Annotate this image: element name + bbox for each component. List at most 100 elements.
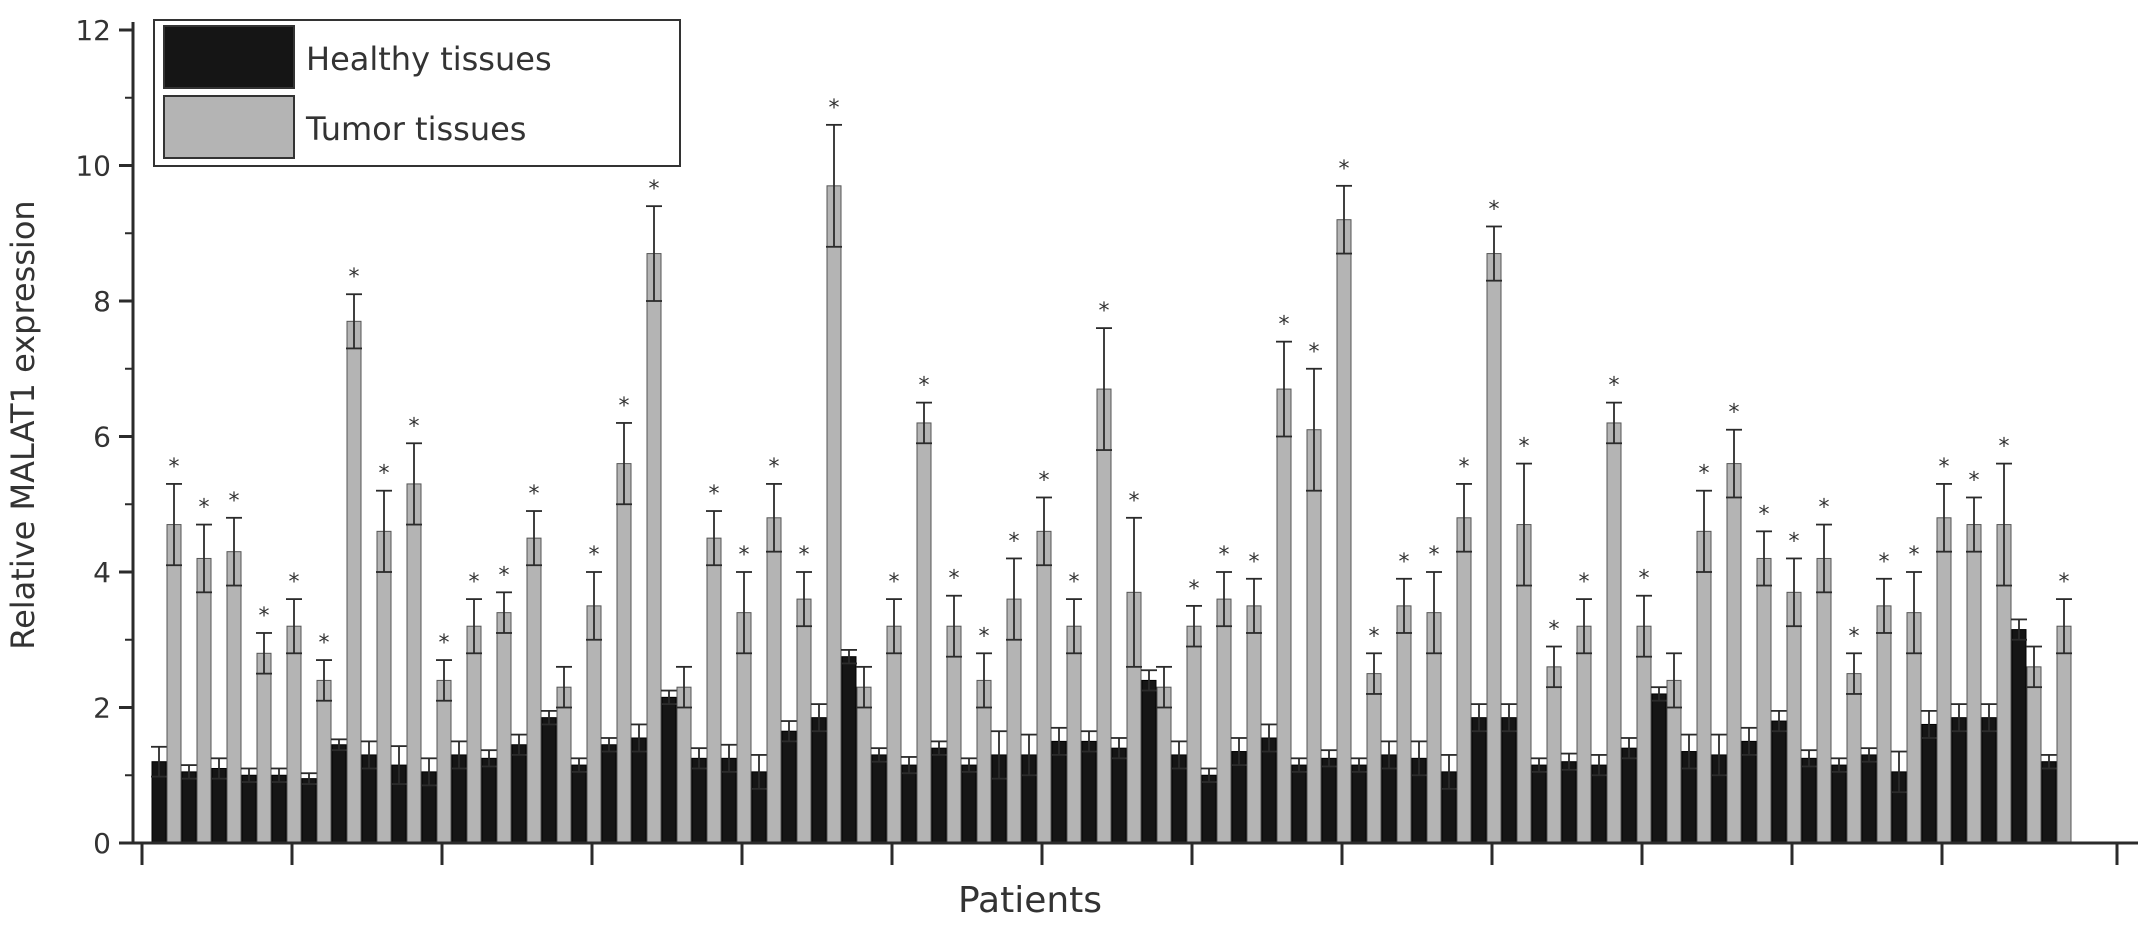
y-tick-label: 10 (75, 150, 111, 183)
significance-star: * (469, 570, 480, 595)
bar-tumor (826, 185, 842, 844)
bar-tumor (796, 598, 812, 844)
y-tick-label: 12 (75, 14, 111, 47)
significance-star: * (319, 631, 330, 656)
bar-healthy (781, 730, 797, 844)
significance-star: * (1759, 502, 1770, 527)
significance-star: * (919, 374, 930, 399)
bar-healthy (571, 764, 587, 844)
significance-star: * (1639, 567, 1650, 592)
significance-star: * (169, 455, 180, 480)
bar-tumor (886, 625, 902, 844)
bar-tumor (226, 551, 242, 844)
significance-star: * (379, 462, 390, 487)
bar-tumor (1756, 557, 1772, 844)
bar-healthy (1291, 764, 1307, 844)
bar-healthy (481, 757, 497, 844)
bar-healthy (1531, 764, 1547, 844)
bar-tumor (1336, 219, 1352, 844)
significance-star: * (1249, 550, 1260, 575)
bar-healthy (931, 747, 947, 844)
bar-tumor (1966, 524, 1982, 844)
significance-star: * (769, 455, 780, 480)
significance-star: * (1699, 462, 1710, 487)
bar-tumor (1936, 517, 1952, 844)
bar-healthy (271, 774, 287, 844)
significance-star: * (739, 543, 750, 568)
y-tick-label: 8 (93, 285, 111, 318)
bar-tumor (1486, 253, 1502, 844)
significance-star: * (1459, 455, 1470, 480)
significance-star: * (1129, 489, 1140, 514)
bar-healthy (1981, 717, 1997, 844)
significance-star: * (979, 624, 990, 649)
bar-healthy (1621, 747, 1637, 844)
bar-tumor (1846, 673, 1862, 844)
bar-tumor (1456, 517, 1472, 844)
y-tick-label: 6 (93, 421, 111, 454)
bar-healthy (1651, 693, 1667, 844)
bar-healthy (1951, 717, 1967, 844)
bar-tumor (526, 537, 542, 844)
significance-star: * (799, 543, 810, 568)
bar-tumor (1186, 625, 1202, 844)
bar-healthy (601, 744, 617, 844)
bar-tumor (1726, 463, 1742, 844)
bar-tumor (1156, 686, 1172, 844)
bar-healthy (1321, 757, 1337, 844)
bar-tumor (856, 686, 872, 844)
bar-tumor (166, 524, 182, 844)
bar-tumor (436, 679, 452, 844)
significance-star: * (949, 567, 960, 592)
bar-healthy (661, 696, 677, 844)
significance-star: * (229, 489, 240, 514)
significance-star: * (1999, 435, 2010, 460)
bar-tumor (1636, 625, 1652, 844)
significance-star: * (199, 496, 210, 521)
bar-healthy (1771, 720, 1787, 844)
bar-tumor (286, 625, 302, 844)
bar-tumor (2026, 666, 2042, 844)
bar-healthy (211, 767, 227, 844)
significance-star: * (649, 177, 660, 202)
bar-tumor (1036, 530, 1052, 844)
bar-healthy (2011, 629, 2027, 844)
significance-star: * (439, 631, 450, 656)
bar-healthy (1081, 740, 1097, 844)
bar-tumor (1606, 422, 1622, 844)
significance-star: * (1609, 374, 1620, 399)
bar-healthy (961, 764, 977, 844)
significance-star: * (1099, 299, 1110, 324)
bar-healthy (2041, 761, 2057, 844)
legend-label-tumor: Tumor tissues (305, 110, 526, 148)
bar-healthy (1111, 747, 1127, 844)
bar-tumor (556, 686, 572, 844)
significance-star: * (1879, 550, 1890, 575)
bar-healthy (1741, 740, 1757, 844)
bar-tumor (1786, 591, 1802, 844)
bar-tumor (1276, 388, 1292, 844)
bar-tumor (466, 625, 482, 844)
bar-tumor (1096, 388, 1112, 844)
y-tick-label: 2 (93, 692, 111, 725)
significance-star: * (1789, 529, 1800, 554)
significance-star: * (1849, 624, 1860, 649)
significance-star: * (1969, 468, 1980, 493)
bar-healthy (1201, 774, 1217, 844)
bar-tumor (706, 537, 722, 844)
bar-tumor (1246, 605, 1262, 844)
y-tick-label: 4 (93, 556, 111, 589)
bar-healthy (301, 778, 317, 844)
bar-healthy (1471, 717, 1487, 844)
significance-star: * (1489, 197, 1500, 222)
bar-tumor (646, 253, 662, 844)
bar-tumor (406, 483, 422, 844)
bar-tumor (1546, 666, 1562, 844)
bar-tumor (196, 557, 212, 844)
significance-star: * (1729, 401, 1740, 426)
bar-tumor (1576, 625, 1592, 844)
bar-healthy (181, 771, 197, 844)
bar-tumor (346, 320, 362, 844)
significance-star: * (1039, 468, 1050, 493)
